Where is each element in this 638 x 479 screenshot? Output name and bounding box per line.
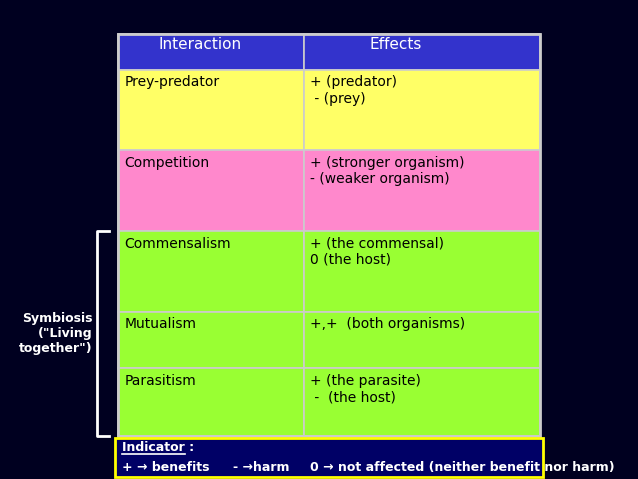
- Text: Parasitism: Parasitism: [124, 374, 197, 388]
- Text: + (the parasite)
 -  (the host): + (the parasite) - (the host): [310, 374, 421, 404]
- FancyBboxPatch shape: [304, 70, 540, 150]
- FancyBboxPatch shape: [304, 150, 540, 231]
- Text: Interaction: Interaction: [159, 37, 242, 52]
- FancyBboxPatch shape: [304, 231, 540, 312]
- Text: 0 → not affected (neither benefit nor harm): 0 → not affected (neither benefit nor ha…: [310, 461, 614, 474]
- FancyBboxPatch shape: [304, 312, 540, 368]
- Text: + (the commensal)
0 (the host): + (the commensal) 0 (the host): [310, 237, 444, 267]
- Text: + (stronger organism)
- (weaker organism): + (stronger organism) - (weaker organism…: [310, 156, 465, 186]
- Text: +,+  (both organisms): +,+ (both organisms): [310, 318, 466, 331]
- Text: + (predator)
 - (prey): + (predator) - (prey): [310, 76, 397, 106]
- Text: Effects: Effects: [370, 37, 422, 52]
- Text: Competition: Competition: [124, 156, 210, 170]
- FancyBboxPatch shape: [304, 368, 540, 436]
- FancyBboxPatch shape: [118, 150, 304, 231]
- Text: Symbiosis
("Living
together"): Symbiosis ("Living together"): [19, 312, 93, 355]
- Text: Indicator :: Indicator :: [122, 441, 194, 454]
- Text: Prey-predator: Prey-predator: [124, 76, 219, 90]
- FancyBboxPatch shape: [115, 438, 543, 477]
- FancyBboxPatch shape: [118, 34, 304, 70]
- Text: - →harm: - →harm: [233, 461, 290, 474]
- FancyBboxPatch shape: [118, 231, 304, 312]
- FancyBboxPatch shape: [118, 312, 304, 368]
- FancyBboxPatch shape: [118, 368, 304, 436]
- Text: + → benefits: + → benefits: [122, 461, 209, 474]
- FancyBboxPatch shape: [118, 70, 304, 150]
- Text: Mutualism: Mutualism: [124, 318, 197, 331]
- FancyBboxPatch shape: [304, 34, 540, 70]
- Text: Commensalism: Commensalism: [124, 237, 231, 251]
